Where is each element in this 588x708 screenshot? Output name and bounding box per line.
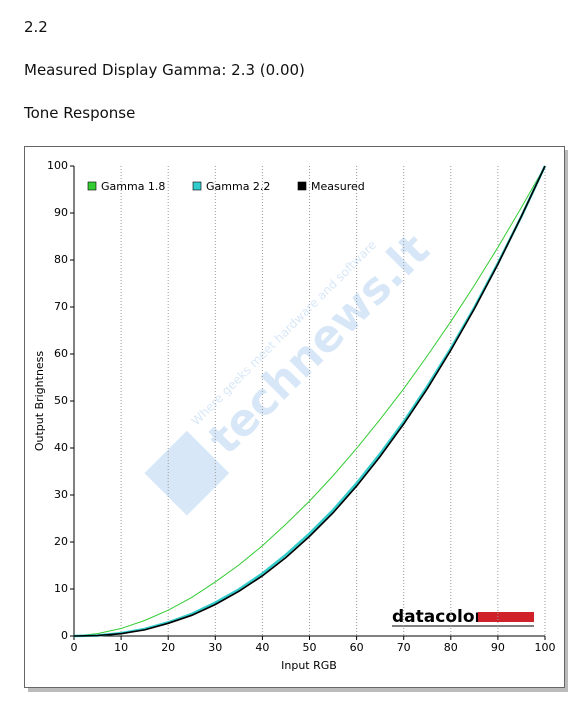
x-tick-label: 70: [397, 641, 411, 654]
legend-label: Measured: [311, 180, 365, 193]
version: 2.2: [24, 18, 48, 36]
x-tick-label: 100: [535, 641, 556, 654]
x-tick-label: 80: [444, 641, 458, 654]
x-tick-label: 0: [71, 641, 78, 654]
legend-label: Gamma 1.8: [101, 180, 165, 193]
x-axis-label: Input RGB: [281, 659, 337, 672]
y-tick-label: 80: [54, 253, 68, 266]
y-tick-label: 90: [54, 206, 68, 219]
x-tick-label: 50: [303, 641, 317, 654]
brand: datacolor: [392, 607, 484, 627]
x-tick-label: 40: [255, 641, 269, 654]
x-tick-label: 20: [161, 641, 175, 654]
y-tick-label: 40: [54, 441, 68, 454]
y-axis-label: Output Brightness: [33, 351, 46, 452]
y-tick-label: 30: [54, 488, 68, 501]
legend-swatch: [192, 181, 202, 191]
gamma-text: Measured Display Gamma: 2.3 (0.00): [24, 61, 305, 79]
legend-label: Gamma 2.2: [206, 180, 270, 193]
x-tick-label: 60: [350, 641, 364, 654]
x-tick-label: 10: [114, 641, 128, 654]
x-tick-label: 30: [208, 641, 222, 654]
chart-frame: [24, 146, 565, 688]
series-line: [73, 165, 546, 637]
brand-bar: [478, 612, 534, 622]
section-title: Tone Response: [24, 104, 136, 122]
legend-swatch: [87, 181, 97, 191]
series-line: [73, 165, 546, 637]
y-tick-label: 0: [61, 629, 68, 642]
legend-swatch: [297, 181, 307, 191]
y-tick-label: 20: [54, 535, 68, 548]
y-tick-label: 50: [54, 394, 68, 407]
y-tick-label: 10: [54, 582, 68, 595]
y-tick-label: 70: [54, 300, 68, 313]
x-tick-label: 90: [491, 641, 505, 654]
y-tick-label: 60: [54, 347, 68, 360]
watermark-logo: [144, 430, 230, 516]
y-tick-label: 100: [47, 159, 68, 172]
